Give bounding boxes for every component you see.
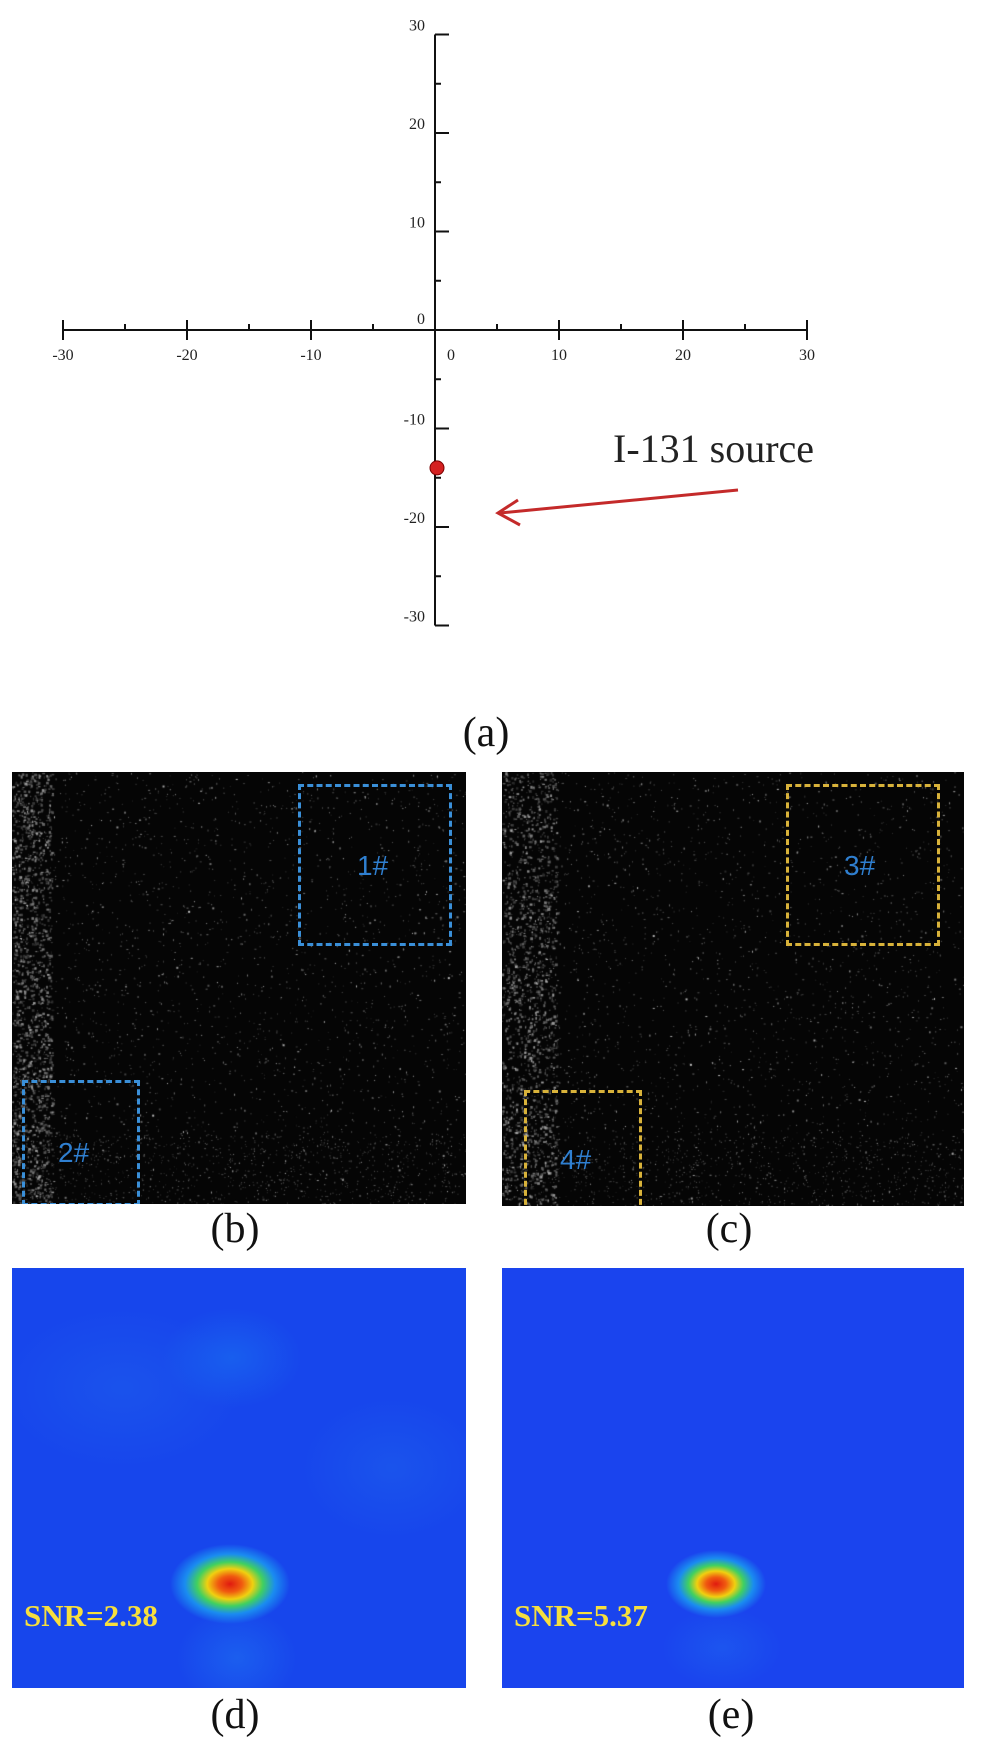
snr-label-e: SNR=5.37 bbox=[514, 1598, 648, 1633]
annotation-arrow-shaft bbox=[499, 488, 739, 515]
panel-d-heatmap: SNR=2.38 bbox=[12, 1268, 466, 1688]
source-annotation: I-131 source bbox=[613, 426, 814, 471]
caption-b: (b) bbox=[210, 1206, 260, 1252]
x-tick-label: -30 bbox=[52, 347, 73, 364]
x-tick-label: -10 bbox=[300, 347, 321, 364]
snr-label-d: SNR=2.38 bbox=[24, 1598, 158, 1633]
roi-box-2 bbox=[22, 1080, 140, 1204]
y-tick-label: 10 bbox=[409, 215, 425, 232]
annotation-arrow-head bbox=[495, 498, 521, 527]
caption-c: (c) bbox=[705, 1206, 753, 1252]
roi-box-3 bbox=[786, 784, 940, 946]
y-tick-label: -10 bbox=[404, 412, 425, 429]
caption-e: (e) bbox=[707, 1692, 755, 1738]
x-tick-label: 10 bbox=[551, 347, 567, 364]
caption-d: (d) bbox=[210, 1692, 260, 1738]
axes-group bbox=[62, 33, 808, 627]
panel-b-noise bbox=[12, 772, 466, 1204]
y-tick-label: -20 bbox=[404, 510, 425, 527]
y-tick-label: 20 bbox=[409, 116, 425, 133]
panel-b-image: 1# 2# bbox=[12, 772, 466, 1204]
caption-a: (a) bbox=[462, 710, 510, 756]
roi-box-1 bbox=[298, 784, 452, 946]
panel-e-heatmap: SNR=5.37 bbox=[502, 1268, 964, 1688]
tick-labels: -30 -20 -10 0 10 20 30 30 20 10 0 -10 -20 -30 bbox=[52, 18, 815, 626]
x-tick-label: 30 bbox=[799, 347, 815, 364]
x-tick-label: 20 bbox=[675, 347, 691, 364]
roi-label-4: 4# bbox=[560, 1144, 592, 1175]
panel-c-image: 3# 4# bbox=[502, 772, 964, 1206]
x-tick-label: -20 bbox=[176, 347, 197, 364]
y-tick-label: -30 bbox=[404, 609, 425, 626]
panel-c-noise bbox=[502, 772, 964, 1206]
x-tick-label: 0 bbox=[447, 347, 455, 364]
y-tick-label: 30 bbox=[409, 18, 425, 35]
source-point bbox=[429, 460, 445, 476]
y-tick-label: 0 bbox=[417, 311, 425, 328]
panel-a-axes: -30 -20 -10 0 10 20 30 30 20 10 0 -10 -20 -30 I-131 s… bbox=[52, 18, 815, 627]
roi-label-2: 2# bbox=[58, 1137, 90, 1168]
roi-box-4 bbox=[524, 1090, 642, 1206]
roi-label-3: 3# bbox=[844, 850, 876, 881]
roi-label-1: 1# bbox=[357, 850, 389, 881]
